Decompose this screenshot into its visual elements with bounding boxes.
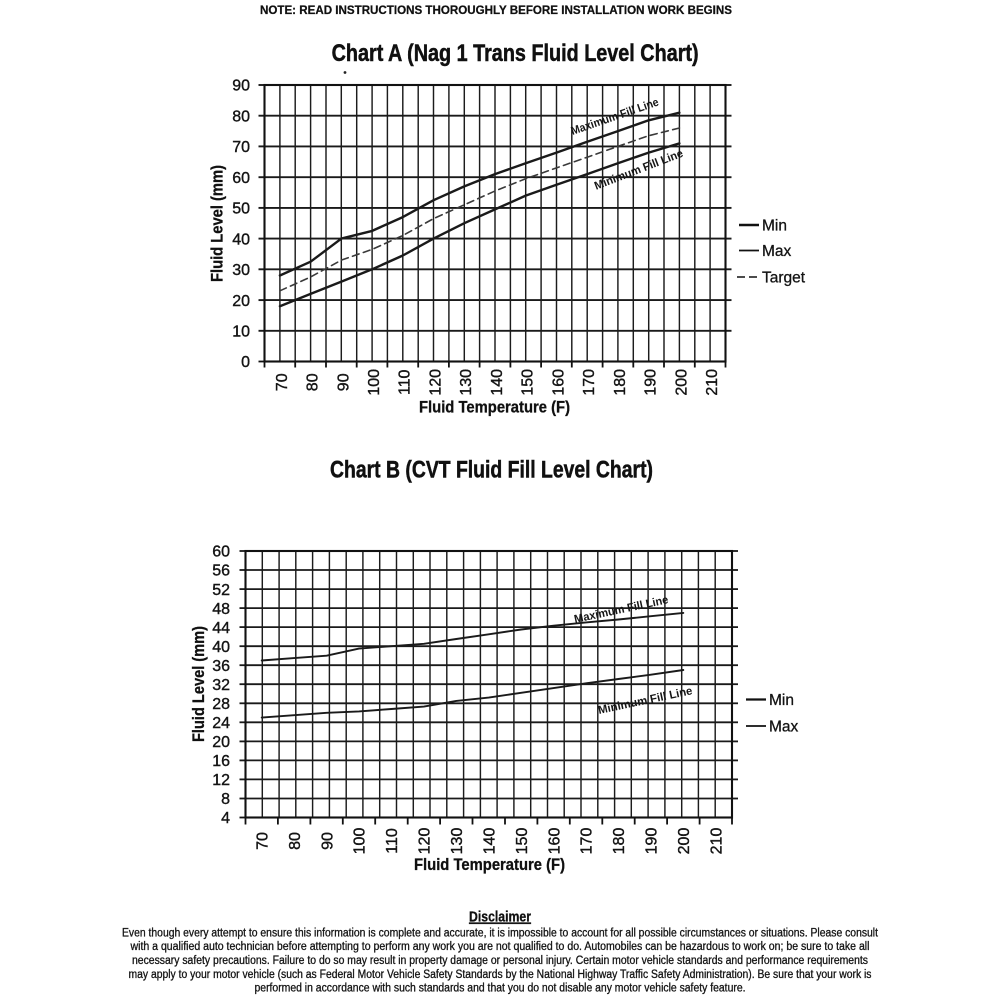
svg-text:50: 50	[232, 201, 250, 218]
svg-text:70: 70	[254, 832, 271, 850]
svg-text:Fluid Level (mm): Fluid Level (mm)	[190, 626, 208, 742]
svg-text:Fluid Temperature (F): Fluid Temperature (F)	[419, 399, 570, 417]
svg-text:may apply to your motor vehicl: may apply to your motor vehicle (such as…	[129, 969, 872, 981]
svg-text:100: 100	[366, 369, 383, 396]
svg-text:40: 40	[232, 231, 250, 248]
svg-text:0: 0	[241, 354, 250, 371]
svg-text:20: 20	[232, 293, 250, 310]
svg-text:28: 28	[212, 696, 230, 713]
svg-text:100: 100	[352, 828, 369, 855]
svg-text:16: 16	[212, 753, 230, 770]
svg-text:80: 80	[232, 108, 250, 125]
svg-text:190: 190	[643, 369, 660, 396]
svg-text:12: 12	[212, 772, 230, 789]
svg-text:130: 130	[458, 369, 475, 396]
svg-text:130: 130	[449, 828, 466, 855]
svg-text:110: 110	[397, 369, 414, 395]
svg-text:20: 20	[212, 734, 230, 751]
svg-text:Target: Target	[762, 269, 806, 286]
svg-text:52: 52	[212, 582, 230, 599]
svg-text:190: 190	[644, 828, 661, 855]
svg-text:180: 180	[611, 828, 628, 855]
svg-text:Fluid Level (mm): Fluid Level (mm)	[209, 165, 227, 282]
svg-text:200: 200	[673, 369, 690, 396]
svg-text:24: 24	[212, 715, 230, 732]
svg-text:110: 110	[384, 828, 401, 854]
svg-text:170: 170	[581, 369, 598, 396]
svg-text:Min: Min	[769, 692, 794, 709]
svg-text:180: 180	[612, 369, 629, 396]
svg-text:70: 70	[274, 373, 291, 391]
svg-text:80: 80	[287, 832, 304, 850]
svg-text:40: 40	[212, 639, 230, 656]
svg-text:Max: Max	[769, 718, 799, 735]
svg-text:Min: Min	[762, 217, 787, 234]
svg-text:with a qualified auto technici: with a qualified auto technician before …	[130, 941, 870, 953]
svg-text:170: 170	[579, 828, 596, 855]
svg-text:150: 150	[514, 828, 531, 855]
svg-text:Chart B (CVT Fluid Fill Level: Chart B (CVT Fluid Fill Level Chart)	[330, 456, 653, 483]
svg-text:80: 80	[305, 373, 322, 391]
svg-text:120: 120	[428, 369, 445, 396]
svg-text:60: 60	[232, 170, 250, 187]
svg-text:48: 48	[212, 601, 230, 618]
svg-text:8: 8	[221, 791, 230, 808]
svg-text:30: 30	[232, 262, 250, 279]
svg-text:44: 44	[212, 620, 230, 637]
svg-text:90: 90	[319, 832, 336, 850]
svg-text:56: 56	[212, 563, 230, 580]
svg-text:4: 4	[221, 810, 230, 827]
svg-text:Disclaimer: Disclaimer	[469, 910, 531, 926]
svg-text:Fluid Temperature (F): Fluid Temperature (F)	[414, 856, 565, 874]
svg-text:NOTE: READ INSTRUCTIONS THOROU: NOTE: READ INSTRUCTIONS THOROUGHLY BEFOR…	[260, 3, 732, 17]
svg-text:Chart A (Nag 1 Trans Fluid Lev: Chart A (Nag 1 Trans Fluid Level Chart)	[332, 40, 699, 67]
svg-text:150: 150	[520, 369, 537, 396]
svg-text:32: 32	[212, 677, 230, 694]
svg-text:36: 36	[212, 658, 230, 675]
svg-text:210: 210	[708, 828, 725, 855]
svg-text:120: 120	[417, 828, 434, 855]
svg-text:60: 60	[212, 544, 230, 561]
svg-text:Even though every attempt to e: Even though every attempt to ensure this…	[122, 927, 879, 939]
svg-text:160: 160	[550, 369, 567, 396]
svg-text:90: 90	[335, 373, 352, 391]
svg-text:90: 90	[232, 78, 250, 95]
svg-text:performed in accordance with s: performed in accordance with such standa…	[255, 983, 746, 995]
svg-text:200: 200	[676, 828, 693, 855]
svg-text:necessary safety precautions.: necessary safety precautions. Failure to…	[132, 955, 868, 967]
svg-text:70: 70	[232, 139, 250, 156]
svg-text:210: 210	[704, 369, 721, 396]
svg-text:Max: Max	[762, 243, 792, 260]
svg-text:140: 140	[481, 828, 498, 855]
svg-text:140: 140	[489, 369, 506, 396]
svg-text:10: 10	[232, 324, 250, 341]
svg-text:160: 160	[546, 828, 563, 855]
